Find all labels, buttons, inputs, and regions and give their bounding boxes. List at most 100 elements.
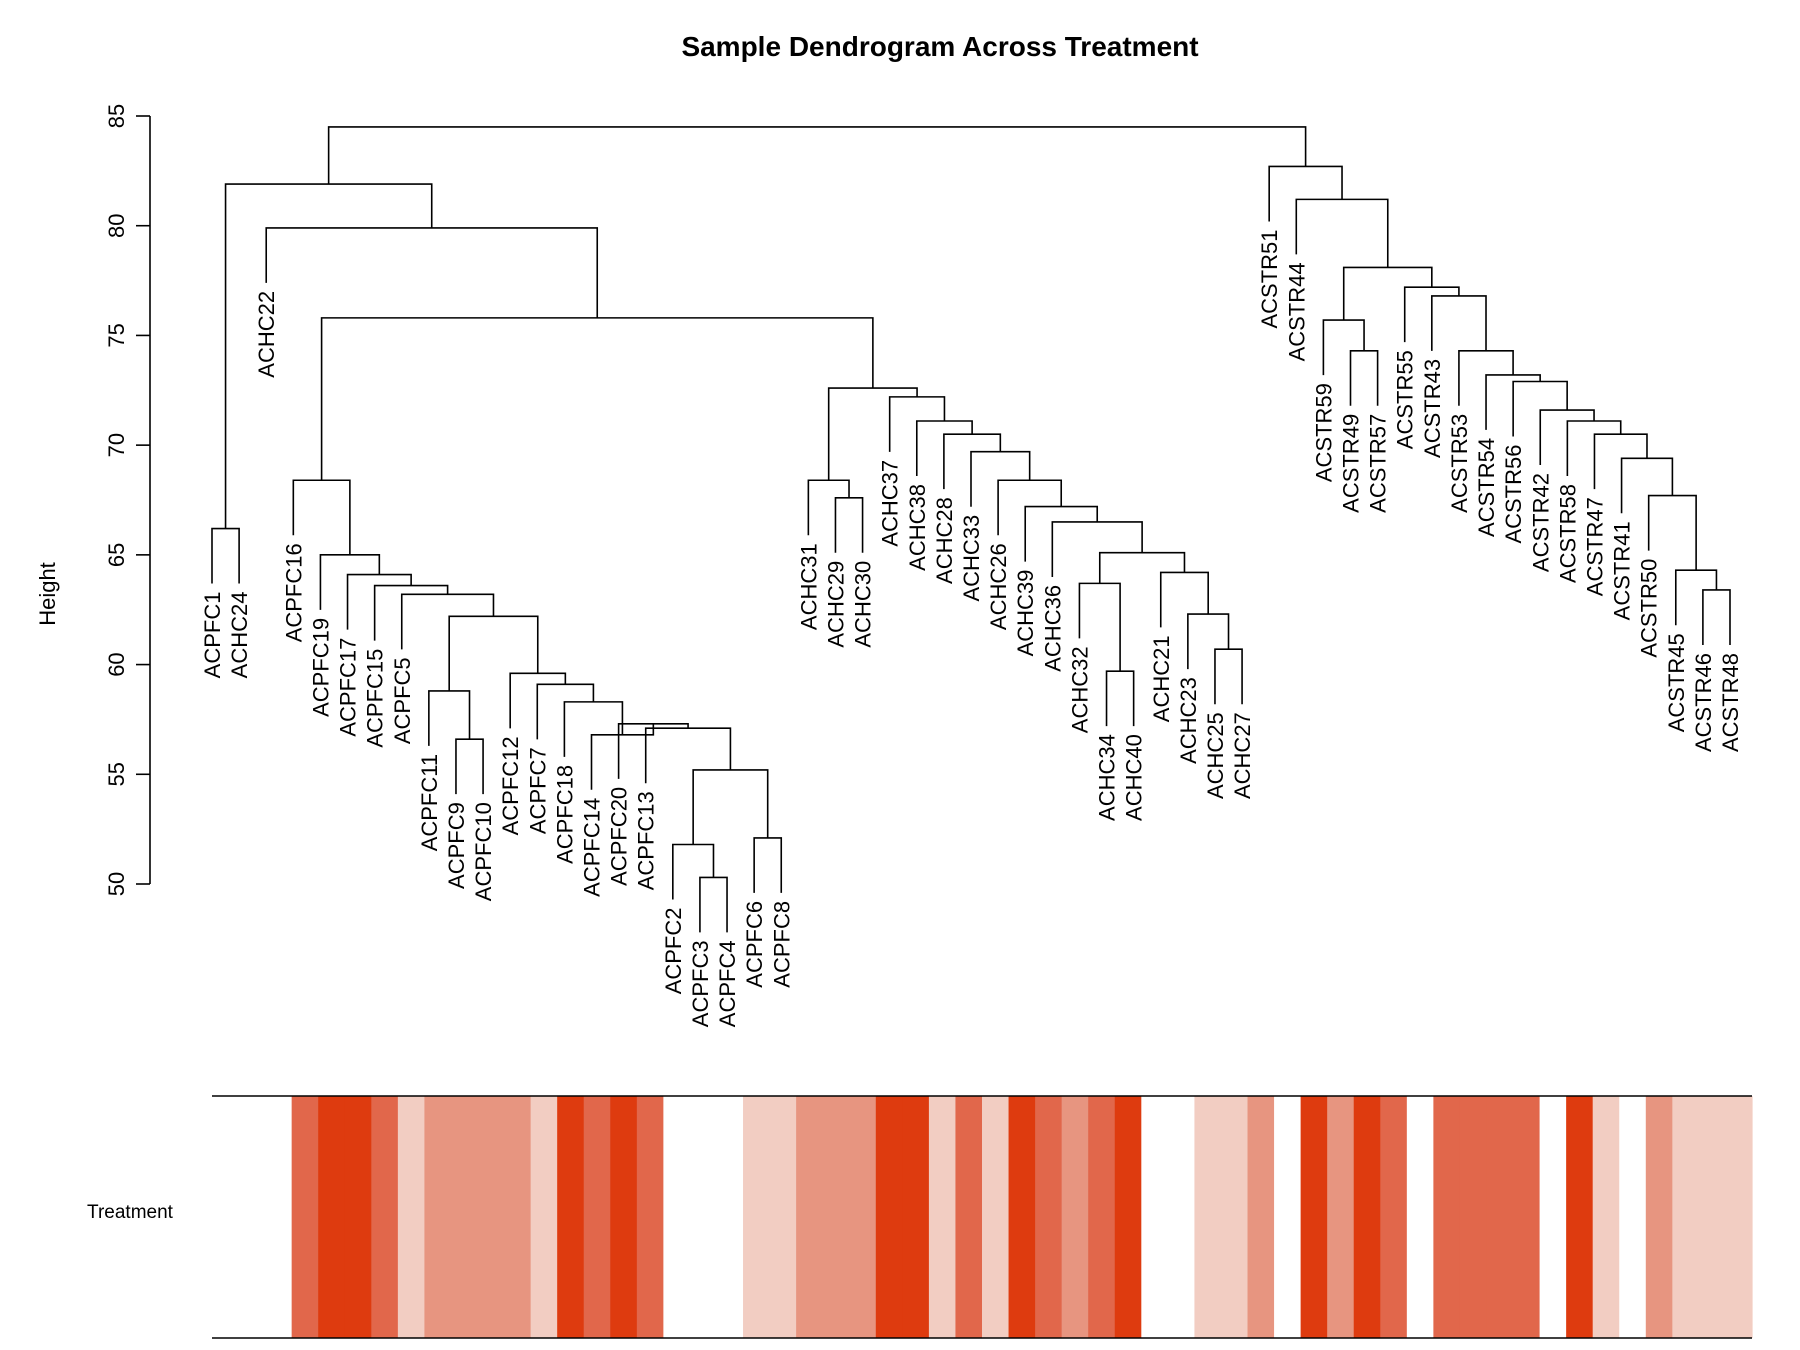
leaf-label: ACHC31 [796, 543, 821, 630]
y-tick-label: 80 [104, 213, 129, 237]
leaf-label: ACSTR49 [1339, 414, 1364, 513]
treatment-cell [1672, 1096, 1700, 1338]
dendrogram-branch [692, 769, 769, 845]
treatment-cell [1698, 1096, 1727, 1338]
dendrogram-branch [1051, 521, 1143, 577]
dendrogram-branch [1512, 380, 1568, 437]
treatment-cell [636, 1096, 664, 1338]
treatment-cell [875, 1096, 903, 1338]
leaf-label: ACHC37 [878, 460, 903, 547]
treatment-cell [1061, 1096, 1089, 1338]
leaf-label: ACHC21 [1149, 635, 1174, 722]
dendrogram-branch [509, 672, 567, 729]
leaf-label: ACHC23 [1176, 677, 1201, 764]
dendrogram-branch [1342, 266, 1433, 321]
treatment-cell [1088, 1096, 1116, 1338]
treatment-cell [1486, 1096, 1514, 1338]
leaf-label: ACPFC19 [308, 618, 333, 717]
dendrogram-branch [400, 593, 495, 650]
leaf-label: ACSTR50 [1637, 559, 1662, 658]
y-tick-label: 75 [104, 323, 129, 347]
dendrogram-branch [320, 317, 874, 481]
dendrogram-branch [265, 227, 599, 318]
dendrogram-branch [224, 183, 433, 529]
color-bar-label: Treatment [87, 1202, 174, 1223]
treatment-cell [822, 1096, 850, 1338]
leaf-label: ACSTR58 [1555, 484, 1580, 583]
treatment-cell [1194, 1096, 1222, 1338]
leaf-label: ACPFC15 [363, 649, 388, 748]
leaf-label: ACHC24 [227, 592, 252, 679]
leaf-label: ACHC29 [823, 561, 848, 648]
leaf-label: ACSTR44 [1284, 262, 1309, 361]
dendrogram-branch [1159, 571, 1209, 628]
leaf-label: ACHC39 [1013, 570, 1038, 657]
dendrogram-branch [672, 843, 715, 900]
treatment-cell [1619, 1096, 1647, 1338]
leaf-label: ACSTR51 [1257, 229, 1282, 328]
treatment-cell [769, 1096, 797, 1338]
leaf-label: ACPFC7 [525, 747, 550, 834]
leaf-label: ACHC33 [959, 515, 984, 602]
treatment-cell [1645, 1096, 1673, 1338]
treatment-cell [1035, 1096, 1063, 1338]
dendrogram-branch [1024, 505, 1099, 562]
dendrogram-branch [1431, 295, 1487, 351]
leaf-label: ACHC28 [932, 497, 957, 584]
dendrogram-branch [536, 683, 595, 740]
leaf-label: ACSTR43 [1420, 359, 1445, 458]
leaf-label: ACHC34 [1095, 734, 1120, 821]
leaf-label: ACSTR48 [1718, 653, 1743, 752]
leaf-label: ACPFC11 [417, 754, 442, 851]
treatment-color-bar [212, 1095, 1753, 1339]
treatment-cell [902, 1096, 930, 1338]
treatment-cell [1566, 1096, 1594, 1338]
leaf-label: ACHC27 [1230, 712, 1255, 799]
treatment-cell [955, 1096, 983, 1338]
treatment-cell [1513, 1096, 1541, 1338]
treatment-cell [689, 1096, 718, 1338]
dendrogram-branch [1214, 648, 1243, 705]
dendrogram-branch [211, 527, 240, 584]
treatment-cell [1539, 1096, 1567, 1338]
y-tick-label: 85 [104, 104, 129, 128]
dendrogram-branch [1268, 165, 1343, 222]
leaf-label: ACPFC10 [471, 802, 496, 901]
dendrogram-branch [1702, 589, 1731, 645]
dendrogram-branch [1674, 569, 1718, 626]
treatment-cell [1725, 1096, 1753, 1338]
treatment-cell [1380, 1096, 1408, 1338]
treatment-cell [796, 1096, 824, 1338]
leaf-label: ACPFC17 [336, 638, 361, 737]
dendrogram-branch [644, 727, 732, 784]
y-tick-label: 55 [104, 762, 129, 786]
leaf-label: ACSTR41 [1610, 521, 1635, 620]
y-axis-label: Height [35, 562, 60, 626]
leaf-label: ACPFC8 [769, 901, 794, 988]
dendrogram-branch [807, 479, 850, 536]
treatment-cell [1406, 1096, 1434, 1338]
leaf-label: ACPFC5 [390, 657, 415, 744]
dendrogram-branch [888, 396, 946, 452]
treatment-cell [344, 1096, 372, 1338]
treatment-cell [982, 1096, 1010, 1338]
treatment-cell [1274, 1096, 1302, 1338]
dendrogram-branch [699, 876, 728, 933]
dendrogram-branch [1593, 433, 1648, 490]
treatment-cell [1592, 1096, 1620, 1338]
leaf-label: ACSTR42 [1528, 473, 1553, 572]
treatment-cell [424, 1096, 452, 1338]
leaf-label: ACPFC6 [742, 901, 767, 988]
leaf-label: ACPFC2 [661, 908, 686, 995]
leaf-label: ACHC32 [1067, 646, 1092, 733]
leaf-label: ACPFC3 [688, 940, 713, 1027]
leaf-label: ACHC40 [1122, 734, 1147, 821]
leaf-label: ACPFC12 [498, 736, 523, 835]
dendrogram-branch [346, 573, 412, 630]
treatment-cell [583, 1096, 611, 1338]
treatment-cell [1008, 1096, 1036, 1338]
dendrogram-branch [617, 723, 689, 779]
dendrogram-branch [915, 420, 973, 477]
leaf-label: ACSTR54 [1474, 438, 1499, 537]
